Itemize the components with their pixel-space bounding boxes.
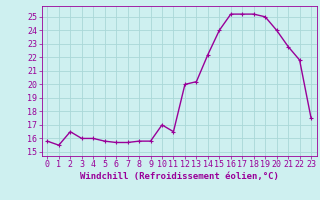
X-axis label: Windchill (Refroidissement éolien,°C): Windchill (Refroidissement éolien,°C) [80, 172, 279, 181]
